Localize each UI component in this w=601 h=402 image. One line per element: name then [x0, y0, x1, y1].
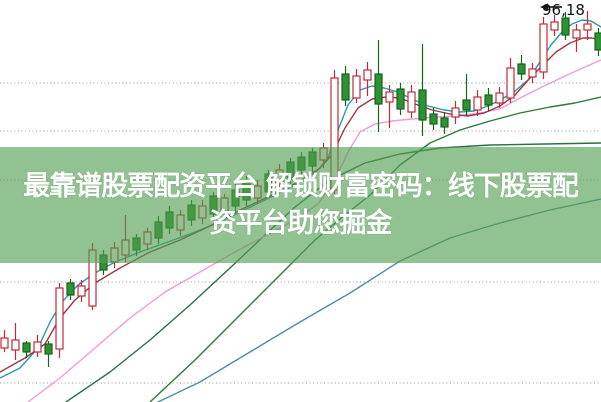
candle-up: [572, 29, 581, 39]
candle-up: [198, 205, 207, 219]
candle-down: [484, 94, 493, 106]
candle-down: [165, 211, 174, 229]
candle-up: [55, 287, 64, 350]
candle-up: [77, 285, 86, 297]
candle-down: [440, 117, 449, 128]
candle-down: [418, 89, 427, 121]
candle-up: [330, 77, 339, 191]
candle-down: [286, 161, 295, 179]
candle-down: [341, 73, 350, 101]
candle-up: [176, 214, 185, 231]
candle-up: [352, 75, 361, 99]
candle-up: [583, 23, 592, 31]
candle-down: [187, 204, 196, 221]
candle-down: [396, 88, 405, 110]
candle-down: [231, 189, 240, 207]
candle-up: [363, 69, 372, 81]
candle-up: [121, 239, 130, 256]
candle-up: [110, 247, 119, 263]
candle-down: [44, 343, 53, 355]
candle-down: [132, 237, 141, 251]
candle-up: [550, 21, 559, 31]
candle-up: [473, 96, 482, 111]
ma-pink-line: [27, 59, 601, 402]
candle-down: [462, 99, 471, 111]
candle-up: [275, 169, 284, 185]
candle-up: [220, 197, 229, 213]
candle-down: [297, 156, 306, 171]
candle-up: [253, 185, 262, 199]
candle-up: [33, 341, 42, 353]
candle-up: [407, 91, 416, 113]
candle-down: [154, 221, 163, 239]
candle-up: [495, 92, 504, 104]
candle-up: [11, 339, 20, 351]
candle-up: [539, 23, 548, 73]
candle-down: [374, 73, 383, 105]
candle-down: [22, 342, 31, 353]
candle-down: [429, 113, 438, 125]
candle-down: [66, 282, 75, 296]
candle-up: [385, 91, 394, 103]
candle-down: [594, 32, 601, 51]
candle-up: [88, 249, 97, 307]
candle-down: [308, 151, 317, 167]
candle-down: [99, 254, 108, 271]
candle-up: [451, 107, 460, 118]
candle-down: [209, 195, 218, 215]
candle-up: [143, 231, 152, 245]
candle-down: [264, 173, 273, 193]
candle-up: [0, 337, 9, 349]
candle-up: [528, 68, 537, 78]
candle-down: [561, 17, 570, 36]
price-label-value: 96,18: [542, 1, 585, 19]
price-label: 96,18: [540, 2, 585, 19]
candle-down: [242, 181, 251, 201]
candle-down: [517, 63, 526, 75]
candle-up: [319, 147, 328, 161]
candle-up: [506, 67, 515, 99]
